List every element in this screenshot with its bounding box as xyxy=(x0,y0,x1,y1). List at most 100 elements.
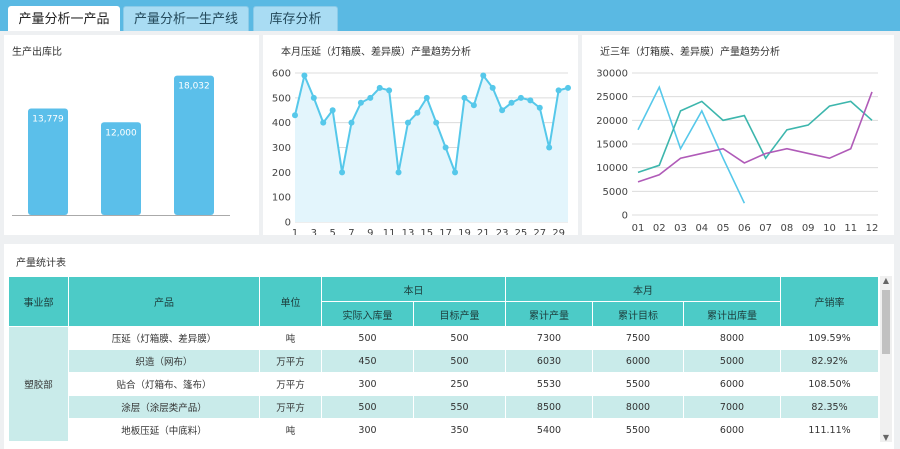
x-tick-label: 07 xyxy=(759,223,772,234)
data-point xyxy=(329,107,336,114)
header-dept: 事业部 xyxy=(8,276,69,327)
y-tick-label: 0 xyxy=(622,211,628,222)
tab-inventory[interactable]: 库存分析 xyxy=(253,6,338,31)
y-tick-label: 0 xyxy=(285,218,291,229)
panel-title: 近三年（灯箱膜、差异膜）产量趋势分析 xyxy=(600,47,780,58)
area-fill xyxy=(295,75,568,222)
table-row: 地板压延（中底料） 吨 300 350 5400 5500 6000 111.1… xyxy=(9,418,880,442)
rate-cell: 108.50% xyxy=(780,372,880,396)
product-cell: 地板压延（中底料） xyxy=(68,418,260,442)
scroll-thumb[interactable] xyxy=(882,290,890,354)
x-tick-label: 09 xyxy=(802,223,815,234)
header-cum-output: 累计产量 xyxy=(505,301,593,327)
x-tick-label: 17 xyxy=(439,228,452,235)
x-tick-label: 02 xyxy=(653,223,666,234)
x-tick-label: 11 xyxy=(844,223,857,234)
data-point xyxy=(395,169,402,176)
scroll-up-icon[interactable]: ▲ xyxy=(882,276,890,285)
scroll-down-icon[interactable]: ▼ xyxy=(882,433,890,442)
data-point xyxy=(376,84,383,91)
data-point xyxy=(404,119,411,126)
cum-cell: 5400 xyxy=(505,418,593,442)
cum-target-cell: 7500 xyxy=(592,326,684,350)
table-scrollbar[interactable]: ▲ ▼ xyxy=(880,276,892,442)
cum-out-cell: 6000 xyxy=(682,372,782,396)
panel-production-ratio: 生产出库比 13,779 12,000 18,032 xyxy=(4,35,259,235)
data-point xyxy=(489,84,496,91)
actual-cell: 300 xyxy=(321,418,414,442)
cum-out-cell: 6000 xyxy=(682,418,782,442)
cum-cell: 5530 xyxy=(505,372,593,396)
rate-cell: 111.11% xyxy=(780,418,880,442)
x-tick-label: 1 xyxy=(292,228,298,235)
series-line xyxy=(637,100,873,174)
bar-data-label: 13,779 xyxy=(32,115,64,125)
actual-cell: 500 xyxy=(321,326,414,350)
data-point xyxy=(508,99,515,106)
rate-cell: 82.92% xyxy=(780,349,880,373)
x-tick-label: 29 xyxy=(552,228,565,235)
target-cell: 550 xyxy=(413,395,506,419)
cum-cell: 8500 xyxy=(505,395,593,419)
x-tick-label: 12 xyxy=(866,223,879,234)
target-cell: 500 xyxy=(413,326,506,350)
series-line xyxy=(637,85,746,204)
header-unit: 单位 xyxy=(259,276,322,327)
bar xyxy=(174,75,214,215)
cum-out-cell: 5000 xyxy=(682,349,782,373)
y-tick-label: 20000 xyxy=(596,116,628,127)
y-tick-label: 400 xyxy=(272,118,291,129)
header-cum-target: 累计目标 xyxy=(592,301,684,327)
target-cell: 250 xyxy=(413,372,506,396)
three-year-trend-chart: 0 5000 10000 15000 20000 25000 30000 01 02 03 04 05… xyxy=(596,69,879,235)
x-tick-label: 5 xyxy=(329,228,335,235)
cum-target-cell: 6000 xyxy=(592,349,684,373)
panel-three-year-trend: 近三年（灯箱膜、差异膜）产量趋势分析 0 5000 10000 15000 20000 2… xyxy=(582,35,894,235)
x-tick-label: 10 xyxy=(823,223,836,234)
data-point xyxy=(433,119,440,126)
rate-cell: 109.59% xyxy=(780,326,880,350)
target-cell: 350 xyxy=(413,418,506,442)
data-point xyxy=(414,109,421,116)
cum-target-cell: 8000 xyxy=(592,395,684,419)
data-point xyxy=(470,102,477,109)
data-point xyxy=(292,112,298,119)
cum-out-cell: 7000 xyxy=(682,395,782,419)
unit-cell: 吨 xyxy=(259,418,322,442)
data-point xyxy=(555,87,562,94)
x-tick-label: 04 xyxy=(695,223,708,234)
tab-product-output[interactable]: 产量分析一产品 xyxy=(8,6,120,31)
table-row: 贴合（灯箱布、篷布） 万平方 300 250 5530 5500 6000 10… xyxy=(9,372,880,396)
actual-cell: 300 xyxy=(321,372,414,396)
product-cell: 涂层（涂层类产品） xyxy=(68,395,260,419)
product-cell: 织造（网布） xyxy=(68,349,260,373)
x-tick-label: 23 xyxy=(496,228,509,235)
tab-line-output[interactable]: 产量分析一生产线 xyxy=(123,6,249,31)
y-tick-label: 25000 xyxy=(596,92,628,103)
series-line xyxy=(637,91,873,183)
y-tick-label: 300 xyxy=(272,143,291,154)
table-row: 塑胶部 压延（灯箱膜、差异膜） 吨 500 500 7300 7500 8000… xyxy=(8,326,880,442)
y-tick-label: 200 xyxy=(272,168,291,179)
unit-cell: 万平方 xyxy=(259,372,322,396)
x-tick-label: 15 xyxy=(420,228,433,235)
cum-cell: 7300 xyxy=(505,326,593,350)
cum-cell: 6030 xyxy=(505,349,593,373)
header-actual-in: 实际入库量 xyxy=(321,301,414,327)
x-tick-label: 19 xyxy=(458,228,471,235)
header-month: 本月 xyxy=(504,276,782,302)
bar-data-label: 18,032 xyxy=(178,82,210,92)
cum-out-cell: 8000 xyxy=(682,326,782,350)
panel-title: 本月压延（灯箱膜、差异膜）产量趋势分析 xyxy=(281,47,471,58)
data-point xyxy=(367,94,374,101)
actual-cell: 450 xyxy=(321,349,414,373)
x-tick-label: 21 xyxy=(477,228,490,235)
unit-cell: 吨 xyxy=(259,326,322,350)
x-tick-label: 3 xyxy=(311,228,317,235)
product-cell: 贴合（灯箱布、篷布） xyxy=(68,372,260,396)
data-point xyxy=(357,99,364,106)
header-product: 产品 xyxy=(68,276,260,327)
data-point xyxy=(499,107,506,114)
panel-title: 生产出库比 xyxy=(12,47,62,58)
